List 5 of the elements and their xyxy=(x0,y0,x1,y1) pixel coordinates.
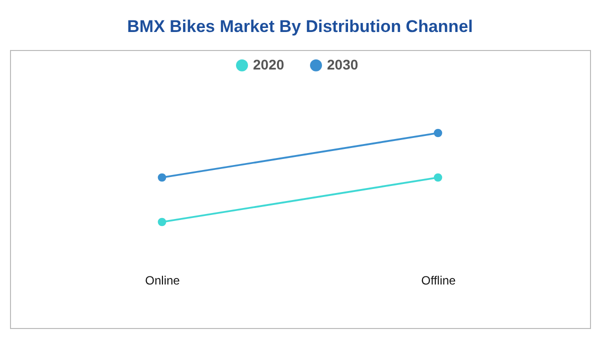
x-tick-label: Offline xyxy=(421,274,456,288)
chart-title: BMX Bikes Market By Distribution Channel xyxy=(127,17,473,36)
legend-label: 2020 xyxy=(253,56,284,72)
x-tick-label: Online xyxy=(145,274,180,288)
legend-label: 2030 xyxy=(327,56,358,72)
